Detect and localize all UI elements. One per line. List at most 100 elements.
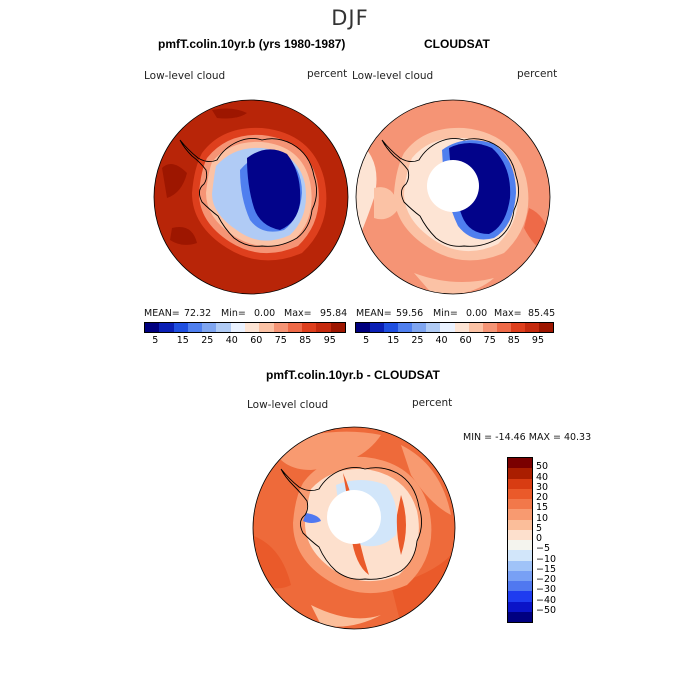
colorbar-swatch xyxy=(259,323,274,332)
colorbar-tick-label: −5 xyxy=(536,543,551,555)
diff-colorbar xyxy=(507,457,533,623)
colorbar-swatch xyxy=(273,323,288,332)
colorbar-tick-label: 95 xyxy=(531,335,545,346)
colorbar-tick-label: 15 xyxy=(387,335,400,346)
colorbar-tick-label: 15 xyxy=(176,335,189,346)
colorbar-swatch xyxy=(230,323,245,332)
colorbar-tick-label: 85 xyxy=(507,335,520,346)
colorbar-swatch xyxy=(510,323,525,332)
colorbar-swatch xyxy=(508,458,532,469)
panel2-ocean-patch xyxy=(414,273,494,294)
panel2-coastline xyxy=(381,137,519,247)
panel1-ocean-patch xyxy=(170,227,197,245)
panel1-variable-label: Low-level cloud xyxy=(144,70,226,82)
colorbar-tick-label: 85 xyxy=(299,335,312,346)
panel2-ocean-patch xyxy=(374,187,399,220)
colorbar-tick-label: −30 xyxy=(536,584,557,596)
panel1-interior-field xyxy=(247,149,301,230)
panel1-min-label: Min= xyxy=(221,308,246,319)
colorbar-tick-label: 5 xyxy=(152,335,159,346)
colorbar-tick-label: 30 xyxy=(536,481,549,493)
colorbar-tick-label: 5 xyxy=(363,335,370,346)
colorbar-swatch xyxy=(468,323,483,332)
panel1-colorbar xyxy=(144,322,346,333)
colorbar-swatch xyxy=(508,468,532,479)
colorbar-swatch xyxy=(508,611,532,622)
panel1-min-value: 0.00 xyxy=(254,308,276,319)
diff-pole-hole xyxy=(327,490,381,544)
panel2-pole-hole xyxy=(427,160,479,212)
colorbar-swatch xyxy=(384,323,399,332)
diff-ocean-patch xyxy=(401,445,451,515)
colorbar-tick-label: 40 xyxy=(435,335,448,346)
diff-panel-title: pmfT.colin.10yr.b - CLOUDSAT xyxy=(266,368,440,382)
panel1-mean-label: MEAN= xyxy=(144,308,180,319)
colorbar-swatch xyxy=(496,323,511,332)
colorbar-swatch xyxy=(508,499,532,510)
figure-title: DJF xyxy=(331,6,369,30)
panel2-title: CLOUDSAT xyxy=(424,37,490,51)
colorbar-swatch xyxy=(508,540,532,551)
colorbar-swatch xyxy=(539,323,554,332)
colorbar-tick-label: 60 xyxy=(250,335,263,346)
panel1-max-value: 95.84 xyxy=(320,308,348,319)
colorbar-swatch xyxy=(508,550,532,561)
panel2-units-label: percent xyxy=(517,68,558,80)
colorbar-tick-label: 40 xyxy=(225,335,238,346)
panel1-polar-map xyxy=(153,99,349,295)
diff-minmax-text: MIN = -14.46 MAX = 40.33 xyxy=(463,432,592,443)
diff-units-label: percent xyxy=(412,397,453,409)
colorbar-tick-label: 25 xyxy=(411,335,424,346)
panel2-mean-label: MEAN= xyxy=(356,308,392,319)
colorbar-tick-label: 15 xyxy=(536,502,549,514)
colorbar-swatch xyxy=(330,323,345,332)
panel2-map-border xyxy=(355,99,551,295)
colorbar-swatch xyxy=(524,323,540,332)
panel1-mean-value: 72.32 xyxy=(184,308,212,319)
colorbar-swatch xyxy=(508,478,532,489)
panel2-variable-label: Low-level cloud xyxy=(352,70,434,82)
colorbar-swatch xyxy=(187,323,203,332)
colorbar-tick-label: 10 xyxy=(536,512,549,524)
colorbar-tick-label: 75 xyxy=(483,335,496,346)
panel2-mean-value: 59.56 xyxy=(396,308,424,319)
diff-coastline xyxy=(280,466,422,580)
panel2-max-label: Max= xyxy=(494,308,522,319)
colorbar-swatch xyxy=(356,323,371,332)
colorbar-tick-label: 95 xyxy=(323,335,336,346)
colorbar-swatch xyxy=(508,570,532,581)
colorbar-tick-label: −15 xyxy=(536,563,557,575)
colorbar-tick-label: −20 xyxy=(536,574,557,585)
colorbar-swatch xyxy=(508,509,532,520)
panel2-colorbar xyxy=(355,322,554,333)
panel1-ocean-patch xyxy=(212,108,247,119)
colorbar-swatch xyxy=(508,591,532,602)
diff-map-border xyxy=(252,426,456,630)
diff-polar-map xyxy=(252,426,456,630)
colorbar-tick-label: 25 xyxy=(201,335,214,346)
colorbar-swatch xyxy=(216,323,231,332)
colorbar-swatch xyxy=(508,581,532,592)
colorbar-tick-label: 40 xyxy=(536,471,549,483)
colorbar-tick-label: 5 xyxy=(536,522,543,534)
panel1-max-label: Max= xyxy=(284,308,312,319)
panel2-polar-map xyxy=(355,99,551,295)
colorbar-swatch xyxy=(244,323,260,332)
colorbar-swatch xyxy=(159,323,174,332)
diff-ocean-patch xyxy=(311,605,381,627)
colorbar-tick-label: −10 xyxy=(536,553,557,565)
panel1-coastline xyxy=(179,137,317,247)
colorbar-swatch xyxy=(287,323,303,332)
diff-ocean-patch xyxy=(391,555,451,625)
colorbar-tick-label: −40 xyxy=(536,594,557,606)
colorbar-swatch xyxy=(202,323,217,332)
colorbar-swatch xyxy=(482,323,497,332)
colorbar-tick-label: 50 xyxy=(536,461,549,473)
panel1-ocean-patch xyxy=(162,164,187,198)
colorbar-tick-label: 60 xyxy=(459,335,472,346)
colorbar-swatch xyxy=(173,323,188,332)
colorbar-swatch xyxy=(454,323,469,332)
colorbar-swatch xyxy=(412,323,427,332)
colorbar-tick-label: 0 xyxy=(536,533,543,544)
colorbar-swatch xyxy=(508,560,532,571)
